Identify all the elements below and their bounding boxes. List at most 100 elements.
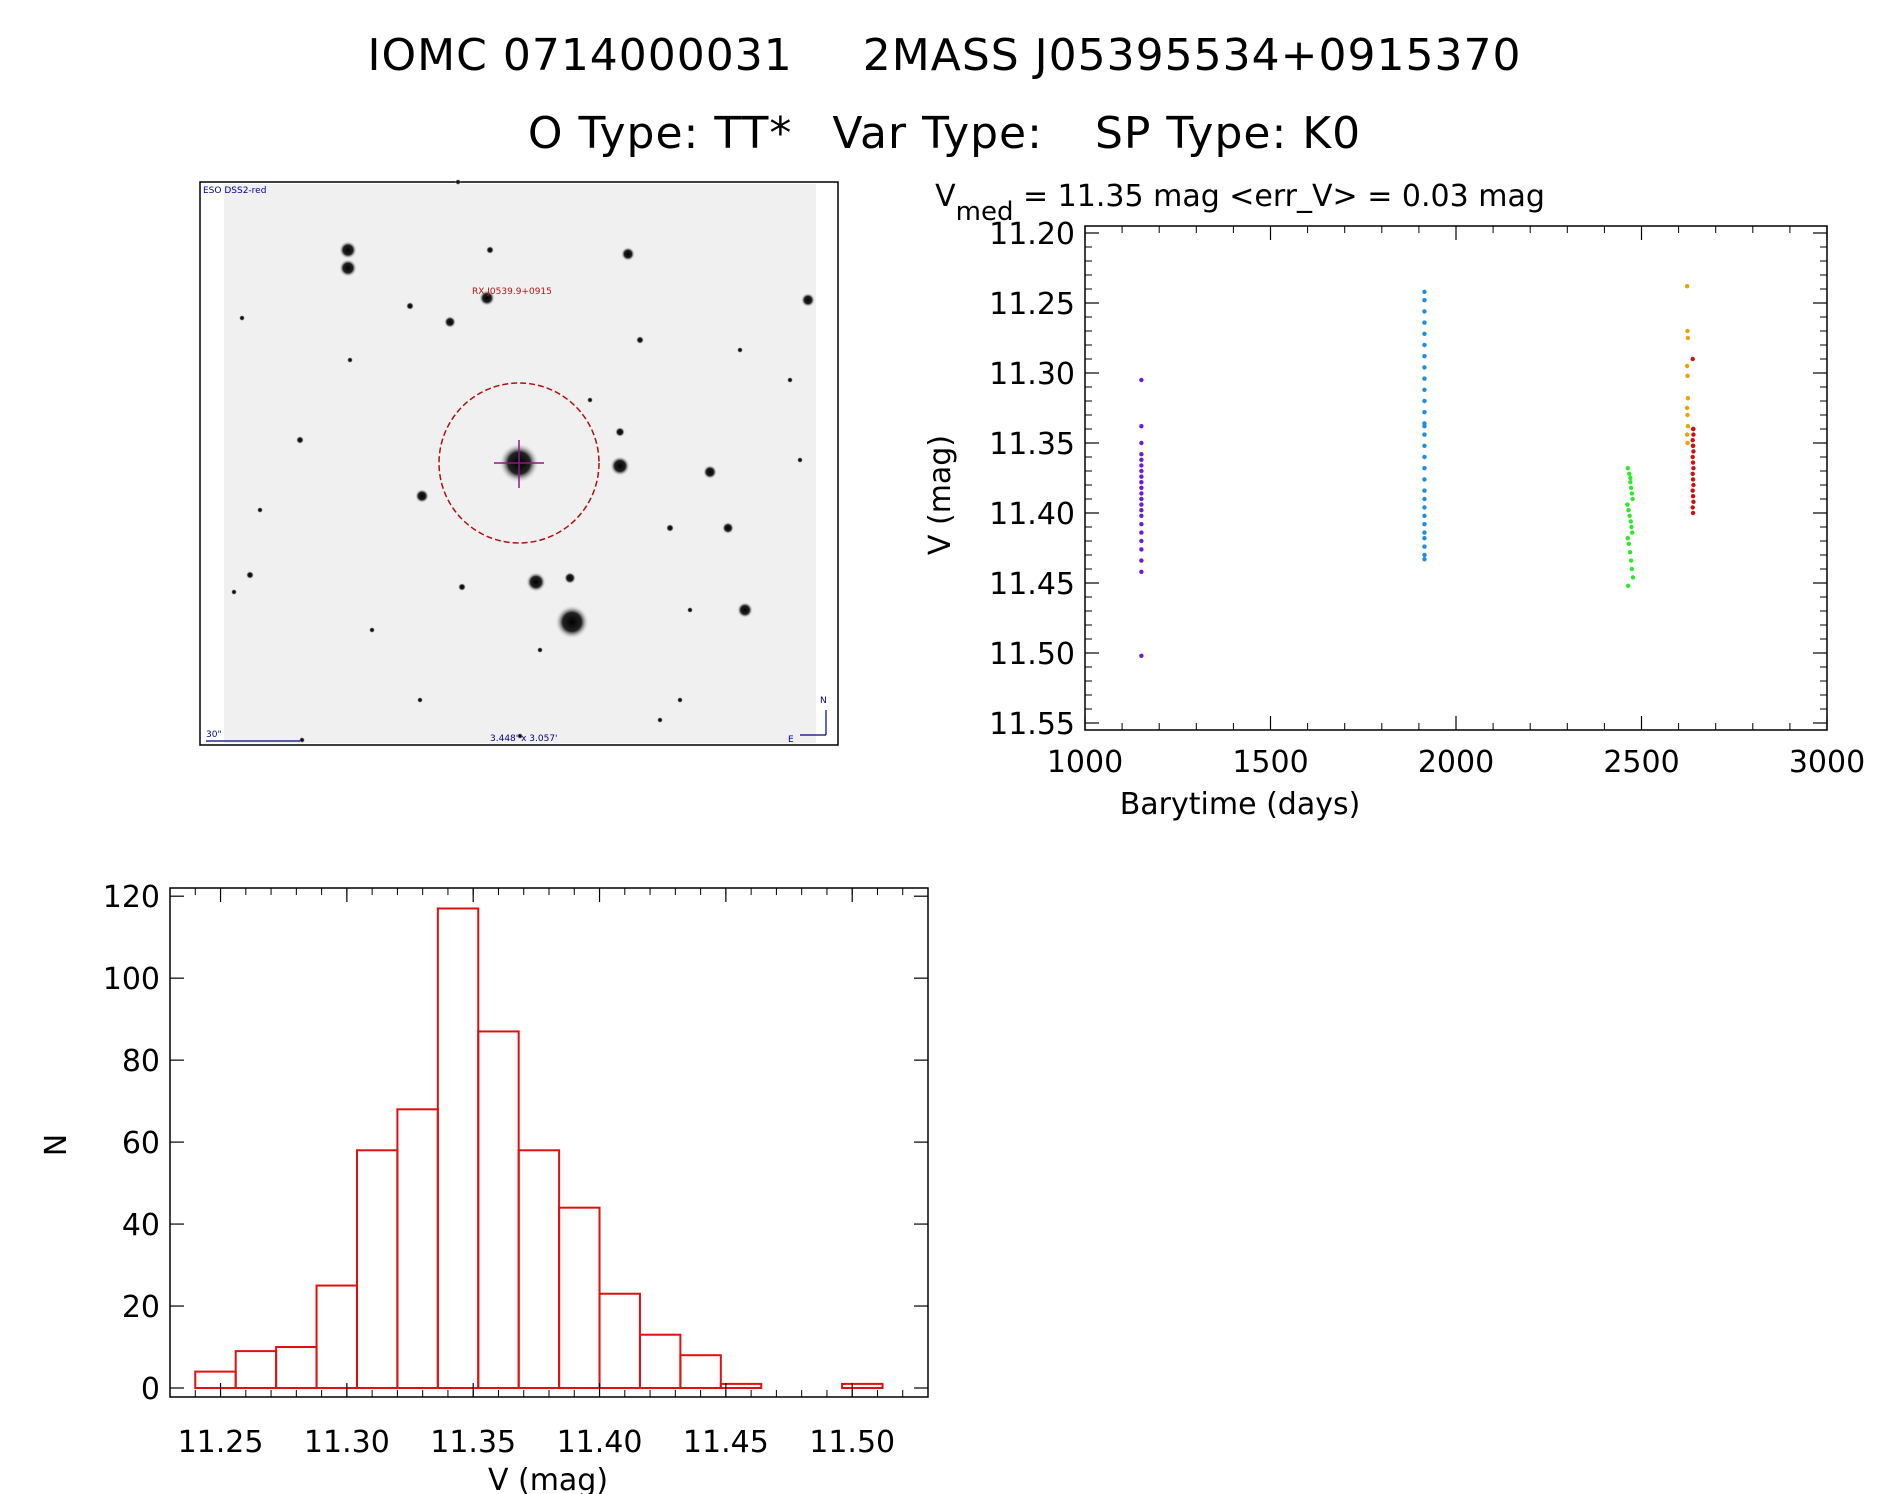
x-tick-label: 11.35 — [430, 1425, 516, 1460]
data-point-epoch5 — [1690, 454, 1695, 460]
histogram-bar — [517, 1149, 561, 1389]
data-point-epoch4 — [1685, 440, 1690, 446]
x-tick-label: 3000 — [1789, 745, 1865, 780]
y-tick-label: 11.20 — [989, 217, 1075, 252]
x-tick-label: 11.45 — [683, 1425, 769, 1460]
histogram-bar — [436, 907, 480, 1390]
data-point-epoch4 — [1685, 424, 1691, 429]
x-tick-label: 11.50 — [809, 1425, 895, 1460]
data-point-epoch1 — [1139, 558, 1144, 563]
y-tick-label: 11.55 — [989, 707, 1075, 742]
data-point-epoch4 — [1684, 363, 1690, 369]
data-point-epoch2 — [1422, 522, 1427, 527]
histogram-ticks: 11.25 11.30 11.35 11.40 11.45 11.50 0 20 40 60 80 1… — [103, 880, 929, 1460]
histogram-ylabel: N — [39, 1134, 74, 1156]
data-point-epoch3 — [1626, 541, 1632, 546]
data-point-epoch2 — [1422, 387, 1427, 392]
data-point-epoch2 — [1422, 289, 1427, 294]
data-point-epoch4 — [1685, 396, 1691, 401]
data-point-epoch2 — [1422, 513, 1427, 518]
histogram-bar — [841, 1382, 884, 1389]
y-tick-label: 11.30 — [989, 357, 1075, 392]
y-tick-label: 0 — [141, 1372, 160, 1407]
light-curve-title: Vmed = 11.35 mag <err_V> = 0.03 mag — [935, 179, 1545, 227]
data-point-epoch1 — [1139, 508, 1144, 513]
title-v: V — [935, 179, 956, 214]
data-point-epoch2 — [1422, 454, 1427, 460]
data-point-epoch2 — [1422, 410, 1427, 415]
data-point-epoch3 — [1630, 496, 1635, 502]
histogram-bar — [679, 1354, 722, 1390]
y-tick-label: 11.35 — [989, 427, 1075, 462]
data-point-epoch3 — [1630, 530, 1635, 535]
y-tick-label: 20 — [122, 1290, 160, 1325]
data-point-epoch1 — [1139, 463, 1144, 468]
data-point-epoch5 — [1690, 443, 1696, 448]
histogram-bar — [275, 1346, 318, 1389]
data-point-epoch1 — [1139, 474, 1144, 479]
data-point-epoch3 — [1628, 475, 1633, 481]
data-point-epoch3 — [1628, 519, 1633, 524]
data-point-epoch3 — [1629, 491, 1635, 496]
data-point-epoch1 — [1139, 485, 1144, 490]
data-point-epoch3 — [1625, 466, 1630, 471]
data-point-epoch5 — [1691, 482, 1696, 488]
data-point-epoch5 — [1691, 432, 1696, 437]
y-tick-label: 120 — [103, 880, 160, 915]
histogram-axes — [169, 887, 929, 1398]
data-point-epoch3 — [1628, 558, 1634, 563]
data-point-epoch3 — [1625, 536, 1630, 541]
histogram-bar — [396, 1108, 439, 1390]
data-point-epoch3 — [1630, 575, 1636, 580]
histogram-bar — [598, 1292, 641, 1389]
x-tick-label: 11.30 — [304, 1425, 390, 1460]
data-point-epoch5 — [1691, 426, 1696, 432]
data-point-epoch3 — [1627, 550, 1633, 555]
data-point-epoch2 — [1422, 544, 1427, 549]
data-point-epoch1 — [1139, 452, 1144, 457]
histogram-bar — [355, 1149, 399, 1389]
data-point-epoch2 — [1422, 466, 1427, 471]
data-point-epoch1 — [1139, 440, 1144, 446]
histogram-bar — [719, 1382, 763, 1389]
data-point-epoch5 — [1690, 510, 1696, 516]
light-curve-xlabel: Barytime (days) — [1120, 787, 1361, 822]
object-type: O Type: TT* — [527, 108, 793, 159]
data-point-epoch1 — [1139, 538, 1144, 544]
data-point-epoch1 — [1139, 522, 1144, 527]
data-point-epoch3 — [1627, 513, 1632, 518]
light-curve-ticks: 1000 1500 2000 2500 3000 11.20 11.25 11.30 11.35… — [989, 217, 1865, 780]
data-point-epoch1 — [1139, 468, 1144, 474]
2mass-id: 2MASS J05395534+0915370 — [862, 30, 1522, 81]
data-point-epoch5 — [1691, 466, 1696, 471]
data-point-epoch2 — [1422, 342, 1427, 348]
y-tick-label: 11.50 — [989, 637, 1075, 672]
data-point-epoch4 — [1684, 405, 1690, 411]
histogram-bars — [194, 907, 884, 1390]
data-point-epoch1 — [1139, 491, 1144, 496]
y-tick-label: 11.25 — [989, 287, 1075, 322]
data-point-epoch2 — [1422, 331, 1427, 336]
data-point-epoch2 — [1422, 477, 1427, 482]
y-tick-label: 80 — [122, 1044, 160, 1079]
title-stats: = 11.35 mag <err_V> = 0.03 mag — [1013, 179, 1544, 214]
data-point-epoch2 — [1422, 376, 1427, 381]
data-point-epoch1 — [1139, 569, 1144, 574]
data-point-epoch2 — [1422, 320, 1427, 325]
x-tick-label: 11.40 — [557, 1425, 643, 1460]
y-tick-label: 11.40 — [989, 497, 1075, 532]
data-point-epoch2 — [1422, 552, 1427, 558]
data-point-epoch2 — [1422, 309, 1427, 314]
data-point-epoch2 — [1422, 505, 1427, 510]
data-point-epoch2 — [1422, 530, 1427, 535]
light-curve-ylabel: V (mag) — [923, 435, 958, 555]
data-point-epoch5 — [1691, 499, 1696, 504]
iomc-id: IOMC 0714000031 — [367, 30, 793, 81]
data-point-epoch1 — [1139, 496, 1144, 502]
x-tick-label: 2000 — [1418, 745, 1494, 780]
histogram-xlabel: V (mag) — [488, 1463, 608, 1494]
data-point-epoch5 — [1690, 438, 1695, 443]
x-tick-label: 2500 — [1603, 745, 1679, 780]
data-point-epoch4 — [1685, 335, 1691, 341]
data-point-epoch4 — [1684, 284, 1690, 289]
